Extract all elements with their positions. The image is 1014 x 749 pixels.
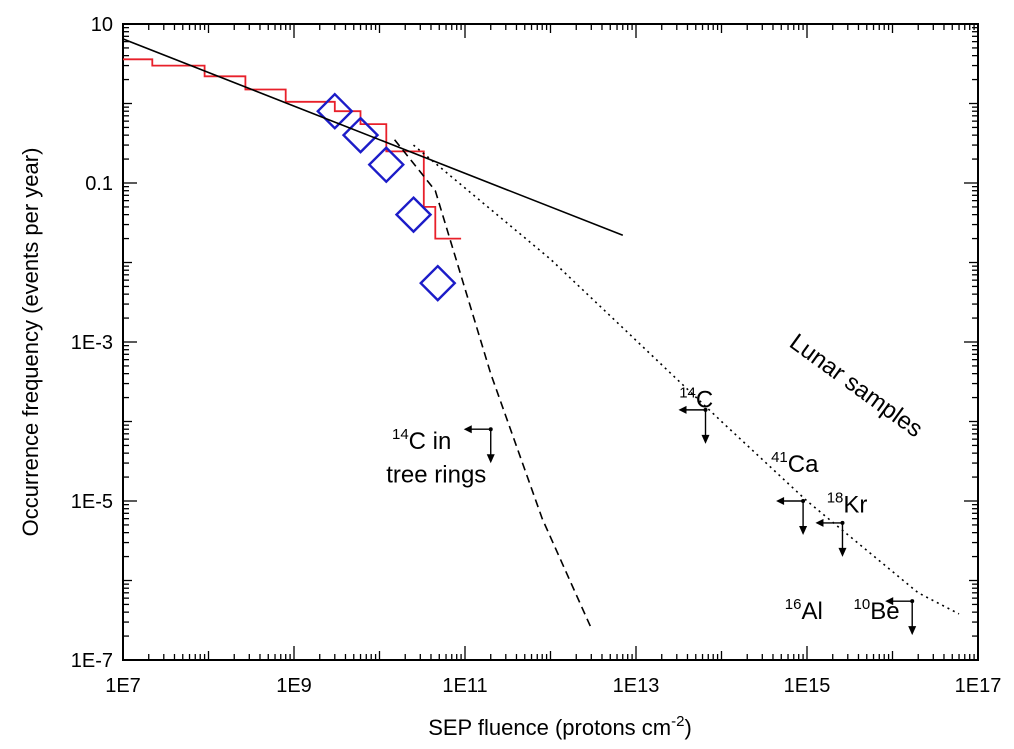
limit-left-arrowhead bbox=[678, 405, 687, 414]
isotope-annotation: 10Be bbox=[854, 596, 900, 625]
x-tick-label: 1E9 bbox=[276, 675, 312, 697]
x-tick-label: 1E7 bbox=[105, 675, 141, 697]
dashed-fit-line bbox=[393, 139, 593, 629]
y-tick-label: 1E-3 bbox=[71, 332, 113, 354]
plot-frame bbox=[122, 23, 979, 661]
y-tick-label: 1E-5 bbox=[71, 491, 113, 513]
isotope-annotation: 16Al bbox=[785, 596, 823, 625]
x-axis-title: SEP fluence (protons cm-2) bbox=[428, 713, 692, 740]
limit-down-arrowhead bbox=[799, 526, 808, 535]
y-tick-label: 1E-7 bbox=[71, 650, 113, 672]
chart-series bbox=[122, 38, 960, 629]
y-tick-label: 0.1 bbox=[85, 173, 113, 195]
isotope-annotation: 41Ca bbox=[771, 449, 819, 478]
axis-ticks bbox=[122, 24, 978, 661]
lunar-samples-label: Lunar samples bbox=[785, 329, 928, 443]
isotope-annotation: 14C bbox=[679, 385, 713, 414]
diamond-point bbox=[341, 116, 380, 154]
x-tick-label: 1E15 bbox=[784, 675, 831, 697]
limit-down-arrowhead bbox=[908, 626, 917, 636]
x-tick-label: 1E13 bbox=[613, 675, 660, 697]
isotope-annotation: 14C in bbox=[392, 426, 451, 455]
upper-limit-markers bbox=[463, 405, 917, 636]
limit-left-arrowhead bbox=[885, 597, 894, 606]
limit-left-arrowhead bbox=[776, 497, 785, 505]
diamond-point bbox=[367, 145, 405, 184]
y-tick-label: 10 bbox=[91, 14, 113, 36]
limit-down-arrowhead bbox=[838, 547, 847, 557]
limit-left-arrowhead bbox=[463, 425, 472, 434]
x-tick-label: 1E11 bbox=[442, 675, 487, 697]
isotope-annotation: 18Kr bbox=[827, 489, 868, 518]
limit-down-arrowhead bbox=[486, 454, 495, 464]
limit-down-arrowhead bbox=[701, 434, 710, 444]
tick-labels: 1E7 1E9 1E11 1E13 1E15 1E17 10 0.1 1E-3 1E-5 1E-7 bbox=[71, 14, 1002, 697]
diamond-point bbox=[316, 92, 354, 130]
limit-left-arrowhead bbox=[815, 518, 824, 527]
isotope-annotation: tree rings bbox=[386, 462, 486, 489]
chart-annotations: 14C in tree rings 14C 41Ca 18Kr 16Al 10Be Lunar… bbox=[386, 329, 927, 625]
solid-fit-line bbox=[122, 38, 624, 237]
y-axis-title: Occurrence frequency (events per year) bbox=[18, 148, 43, 537]
dotted-fit-line bbox=[412, 144, 960, 615]
step-series-line bbox=[123, 58, 462, 240]
x-tick-label: 1E17 bbox=[955, 675, 1002, 697]
diamond-point bbox=[394, 195, 433, 234]
diamond-point bbox=[419, 264, 457, 302]
